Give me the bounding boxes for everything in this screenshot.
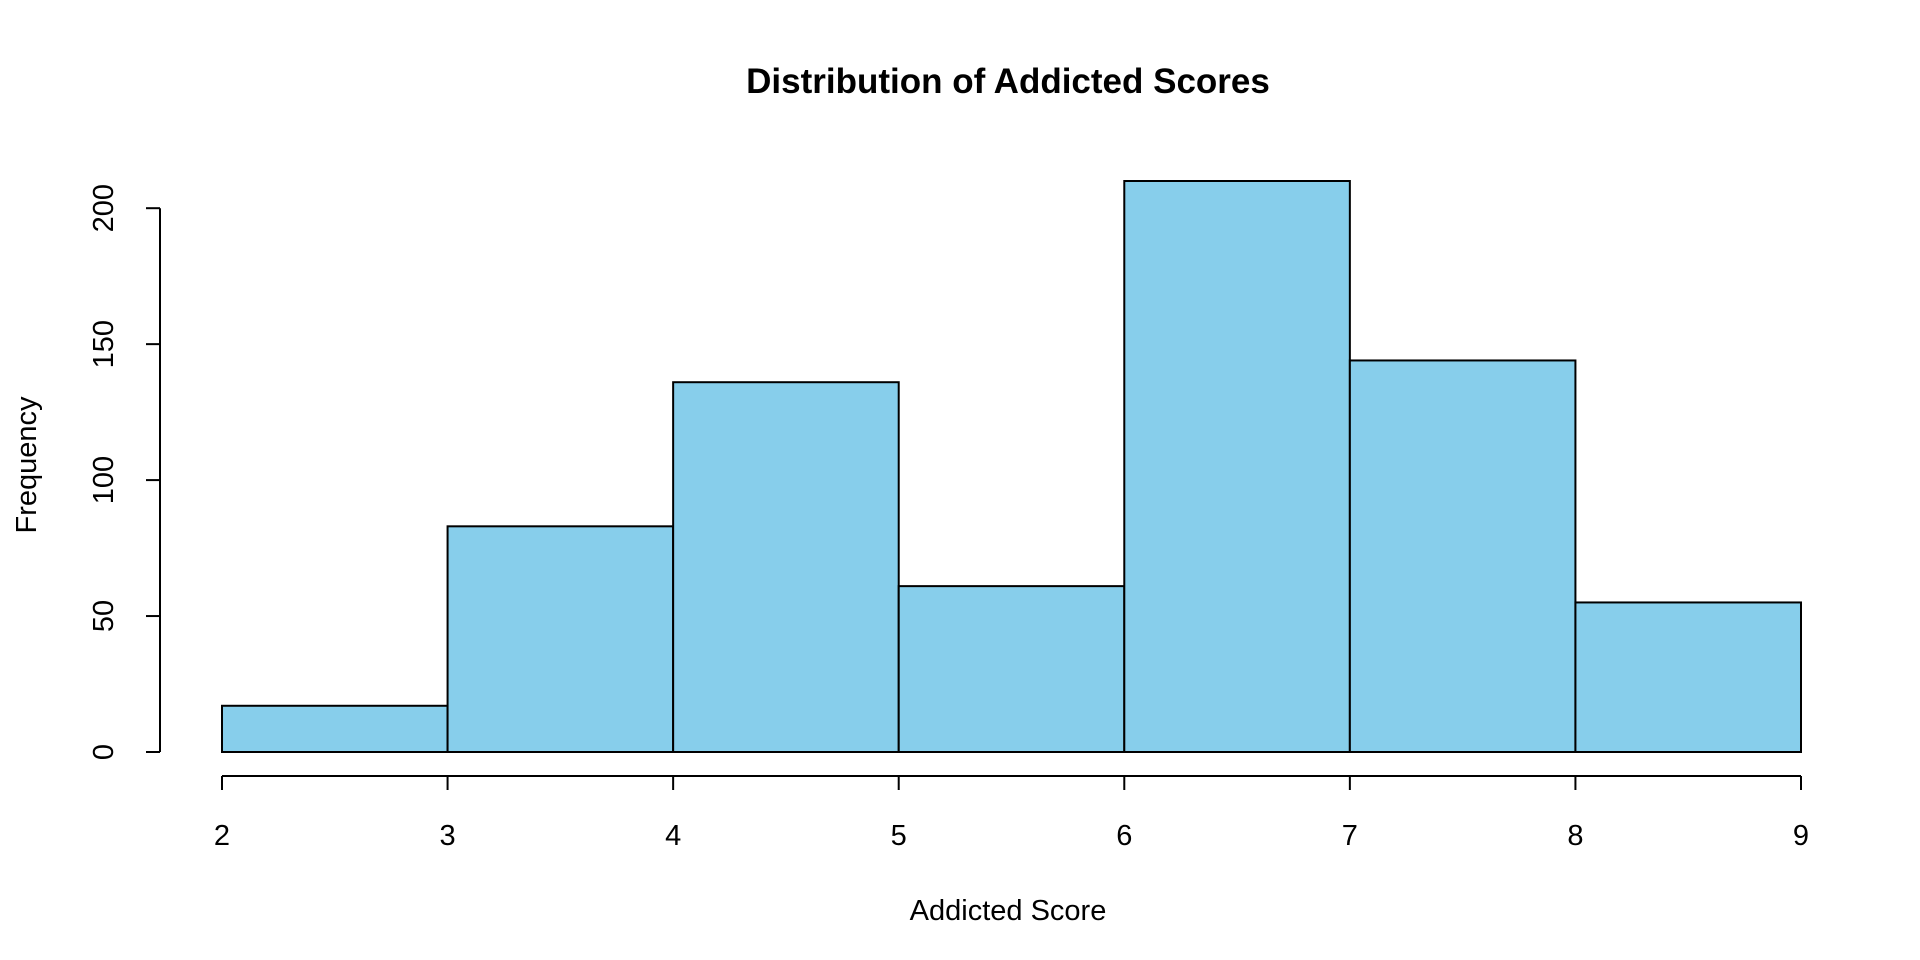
x-axis-label: Addicted Score bbox=[910, 895, 1107, 927]
x-tick-label: 8 bbox=[1567, 820, 1583, 852]
x-tick-label: 9 bbox=[1793, 820, 1809, 852]
chart-title: Distribution of Addicted Scores bbox=[746, 62, 1270, 101]
x-tick-label: 5 bbox=[891, 820, 907, 852]
histogram-bar-7-8 bbox=[1348, 359, 1577, 753]
y-axis: 0 50 100 150 200 bbox=[88, 184, 161, 760]
x-tick-label: 7 bbox=[1342, 820, 1358, 852]
x-tick-label: 3 bbox=[440, 820, 456, 852]
y-axis-label: Frequency bbox=[11, 396, 43, 534]
y-tick-label: 100 bbox=[88, 456, 120, 504]
x-tick-label: 4 bbox=[665, 820, 681, 852]
histogram-bar-6-7 bbox=[1123, 180, 1351, 753]
y-tick-label: 150 bbox=[88, 320, 120, 368]
histogram-bar-4-5 bbox=[672, 381, 900, 753]
y-tick-label: 50 bbox=[88, 600, 120, 632]
y-tick-label: 200 bbox=[88, 184, 120, 232]
histogram-bar-2-3 bbox=[221, 704, 449, 753]
x-axis: 2 3 4 5 6 7 8 9 bbox=[214, 775, 1809, 852]
histogram-bar-5-6 bbox=[897, 585, 1126, 754]
y-tick-label: 0 bbox=[88, 744, 120, 760]
x-tick-label: 6 bbox=[1116, 820, 1132, 852]
histogram-bar-3-4 bbox=[446, 525, 675, 753]
histogram-bar-8-9 bbox=[1574, 601, 1803, 754]
x-tick-label: 2 bbox=[214, 820, 230, 852]
bars-group bbox=[221, 180, 1803, 754]
